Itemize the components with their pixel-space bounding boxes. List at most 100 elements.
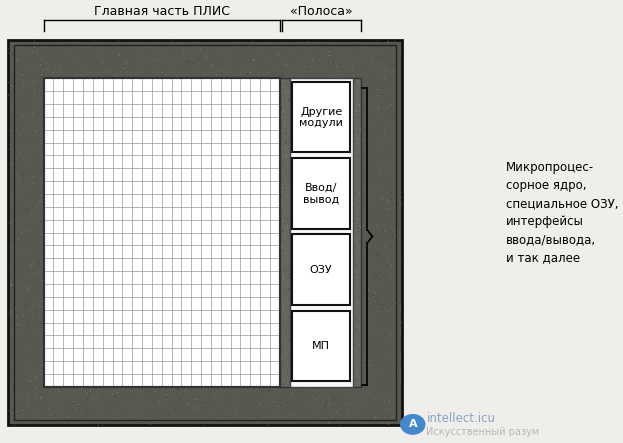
Point bbox=[350, 329, 359, 336]
Point bbox=[280, 144, 290, 152]
Point bbox=[303, 155, 313, 162]
Point bbox=[282, 374, 292, 381]
Point bbox=[311, 181, 321, 188]
Point bbox=[340, 361, 350, 368]
Point bbox=[19, 182, 29, 189]
Point bbox=[14, 249, 24, 256]
Point bbox=[289, 174, 299, 181]
Point bbox=[330, 324, 340, 331]
Point bbox=[345, 373, 355, 381]
Point bbox=[300, 155, 310, 163]
Point bbox=[88, 45, 98, 52]
Point bbox=[293, 143, 303, 150]
Point bbox=[295, 251, 305, 258]
Point bbox=[302, 261, 312, 268]
Point bbox=[293, 292, 303, 299]
Point bbox=[322, 141, 332, 148]
Point bbox=[333, 318, 343, 325]
Point bbox=[289, 304, 299, 311]
Point bbox=[291, 346, 301, 354]
Point bbox=[282, 175, 292, 182]
Text: «Полоса»: «Полоса» bbox=[290, 4, 353, 18]
Point bbox=[282, 374, 292, 381]
Point bbox=[207, 418, 217, 425]
Point bbox=[202, 399, 212, 406]
Point bbox=[220, 403, 230, 410]
Point bbox=[28, 106, 38, 113]
Point bbox=[277, 248, 287, 255]
Point bbox=[290, 97, 300, 104]
Point bbox=[146, 388, 156, 395]
Point bbox=[312, 291, 321, 298]
Point bbox=[325, 327, 335, 334]
Point bbox=[344, 264, 354, 272]
Point bbox=[295, 408, 305, 415]
Point bbox=[394, 319, 404, 326]
Point bbox=[310, 141, 320, 148]
Point bbox=[30, 303, 40, 310]
Point bbox=[16, 128, 26, 135]
Point bbox=[298, 331, 308, 338]
Point bbox=[265, 402, 275, 409]
Point bbox=[281, 143, 291, 150]
Point bbox=[98, 417, 108, 424]
Point bbox=[343, 298, 353, 305]
Point bbox=[278, 268, 288, 275]
Point bbox=[288, 305, 298, 312]
Point bbox=[291, 198, 301, 206]
Point bbox=[366, 229, 376, 236]
Point bbox=[26, 349, 36, 356]
Point bbox=[298, 111, 308, 118]
Point bbox=[328, 314, 338, 321]
Point bbox=[314, 85, 324, 92]
Point bbox=[345, 139, 354, 146]
Point bbox=[158, 57, 168, 64]
Point bbox=[357, 126, 367, 133]
Point bbox=[303, 195, 313, 202]
Point bbox=[320, 109, 330, 116]
Point bbox=[338, 182, 348, 189]
Point bbox=[353, 237, 363, 244]
Point bbox=[350, 272, 359, 280]
Point bbox=[255, 400, 265, 407]
Point bbox=[393, 259, 403, 266]
Point bbox=[323, 206, 333, 213]
Point bbox=[282, 134, 292, 141]
Point bbox=[37, 85, 47, 92]
Point bbox=[156, 56, 166, 63]
Point bbox=[343, 325, 353, 332]
Point bbox=[303, 345, 313, 352]
Point bbox=[326, 150, 336, 157]
Point bbox=[316, 260, 326, 267]
Point bbox=[73, 71, 83, 78]
Point bbox=[323, 276, 333, 283]
Point bbox=[334, 364, 344, 371]
Point bbox=[325, 203, 335, 210]
Point bbox=[266, 400, 276, 408]
Point bbox=[344, 269, 354, 276]
Point bbox=[291, 245, 301, 253]
Point bbox=[328, 138, 338, 145]
Point bbox=[32, 260, 42, 268]
Point bbox=[304, 42, 314, 49]
Point bbox=[333, 268, 343, 276]
Point bbox=[347, 202, 357, 210]
Point bbox=[277, 305, 287, 312]
Point bbox=[297, 167, 307, 175]
Point bbox=[343, 238, 353, 245]
Point bbox=[277, 276, 287, 283]
Point bbox=[20, 302, 30, 309]
Point bbox=[29, 217, 39, 224]
Point bbox=[375, 406, 385, 413]
Point bbox=[344, 343, 354, 350]
Point bbox=[301, 399, 311, 406]
Point bbox=[371, 414, 381, 421]
Point bbox=[354, 189, 364, 196]
FancyBboxPatch shape bbox=[292, 234, 350, 305]
Point bbox=[364, 421, 374, 428]
Point bbox=[338, 378, 348, 385]
Point bbox=[331, 222, 341, 229]
Point bbox=[33, 378, 43, 385]
Point bbox=[105, 418, 115, 425]
Point bbox=[232, 72, 242, 79]
